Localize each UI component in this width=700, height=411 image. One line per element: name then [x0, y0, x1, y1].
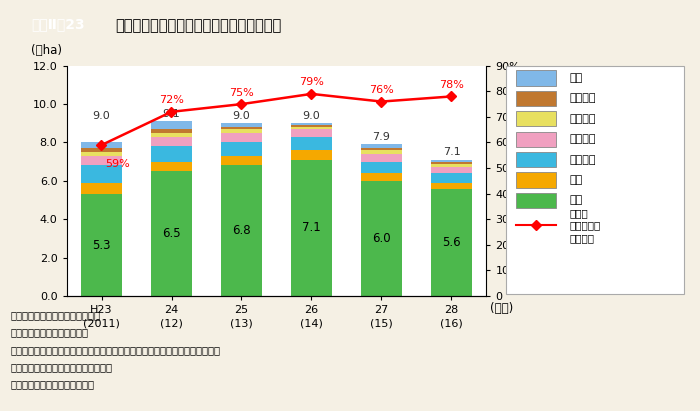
Bar [361, 144, 402, 148]
Text: 5.3: 5.3 [92, 239, 111, 252]
Text: 7.1: 7.1 [302, 222, 321, 234]
Bar [221, 133, 262, 143]
Bar [221, 156, 262, 166]
Text: ノウサギ: ノウサギ [569, 93, 596, 104]
Bar [431, 162, 472, 164]
Text: (千ha): (千ha) [32, 44, 62, 57]
Text: カモシカ: カモシカ [569, 134, 596, 144]
Text: シカの
占める割合
（右軸）: シカの 占める割合 （右軸） [569, 208, 601, 243]
Bar [81, 156, 122, 166]
Text: 9.0: 9.0 [232, 111, 251, 121]
Bar [361, 150, 402, 154]
Text: 6.8: 6.8 [232, 224, 251, 237]
Bar [291, 127, 332, 129]
Bar [291, 137, 332, 150]
Bar [151, 171, 192, 296]
Bar [431, 183, 472, 189]
Bar [431, 164, 472, 167]
Text: ３：数値は、森林管理局及び都道府県からの報告に基づき、集計したもの。: ３：数値は、森林管理局及び都道府県からの報告に基づき、集計したもの。 [10, 345, 220, 355]
Text: ２：森林及び苗畝の被害。: ２：森林及び苗畝の被害。 [10, 328, 88, 337]
Bar [151, 137, 192, 146]
Text: 資料Ⅱ－23: 資料Ⅱ－23 [31, 17, 85, 31]
Text: 6.0: 6.0 [372, 232, 391, 245]
Bar [516, 193, 556, 208]
Bar [151, 129, 192, 133]
Text: シカ: シカ [569, 195, 582, 206]
Bar [431, 173, 472, 183]
Text: (年度): (年度) [490, 302, 513, 315]
FancyBboxPatch shape [506, 66, 685, 293]
Bar [361, 154, 402, 162]
Text: 7.1: 7.1 [442, 148, 461, 157]
Text: イノシシ: イノシシ [569, 114, 596, 124]
Bar [291, 125, 332, 127]
Bar [516, 111, 556, 127]
Bar [151, 146, 192, 162]
Text: 9.0: 9.0 [302, 111, 321, 121]
Text: 72%: 72% [159, 95, 184, 105]
Bar [221, 127, 262, 129]
Text: サル: サル [569, 73, 582, 83]
Bar [81, 194, 122, 296]
Text: 76%: 76% [369, 85, 394, 95]
Text: 資料：林野庁研究指導課調べ。: 資料：林野庁研究指導課調べ。 [10, 379, 94, 389]
Text: 主要な野生鳥獣による森林被害面積の推移: 主要な野生鳥獣による森林被害面積の推移 [116, 18, 281, 32]
Bar [516, 70, 556, 85]
Bar [431, 167, 472, 173]
Bar [221, 129, 262, 133]
Bar [151, 121, 192, 129]
Text: 注１：国有林及び民有林の合計。: 注１：国有林及び民有林の合計。 [10, 310, 101, 320]
Bar [516, 152, 556, 167]
Bar [81, 148, 122, 152]
Bar [291, 129, 332, 137]
Bar [361, 181, 402, 296]
Text: 9.0: 9.0 [92, 111, 111, 121]
Bar [291, 123, 332, 125]
Bar [516, 132, 556, 147]
Bar [151, 133, 192, 137]
Bar [221, 166, 262, 296]
Text: 5.6: 5.6 [442, 236, 461, 249]
Bar [516, 91, 556, 106]
Text: 79%: 79% [299, 78, 324, 88]
Bar [221, 143, 262, 156]
Text: ４：計の不一致は四捨五入による。: ４：計の不一致は四捨五入による。 [10, 362, 113, 372]
Bar [151, 162, 192, 171]
Bar [516, 172, 556, 187]
Bar [361, 148, 402, 150]
Text: 78%: 78% [439, 80, 464, 90]
Text: 6.5: 6.5 [162, 227, 181, 240]
Bar [431, 160, 472, 162]
Text: ノネズミ: ノネズミ [569, 155, 596, 164]
Bar [361, 162, 402, 173]
Bar [221, 123, 262, 127]
Bar [291, 160, 332, 296]
Bar [431, 189, 472, 296]
Bar [81, 166, 122, 183]
Bar [81, 152, 122, 156]
Bar [81, 143, 122, 148]
Text: 9.1: 9.1 [162, 109, 181, 119]
Text: 7.9: 7.9 [372, 132, 391, 142]
Text: クマ: クマ [569, 175, 582, 185]
Text: 59%: 59% [105, 159, 130, 169]
Bar [81, 183, 122, 194]
Text: 75%: 75% [229, 88, 254, 98]
Bar [291, 150, 332, 160]
Bar [361, 173, 402, 181]
